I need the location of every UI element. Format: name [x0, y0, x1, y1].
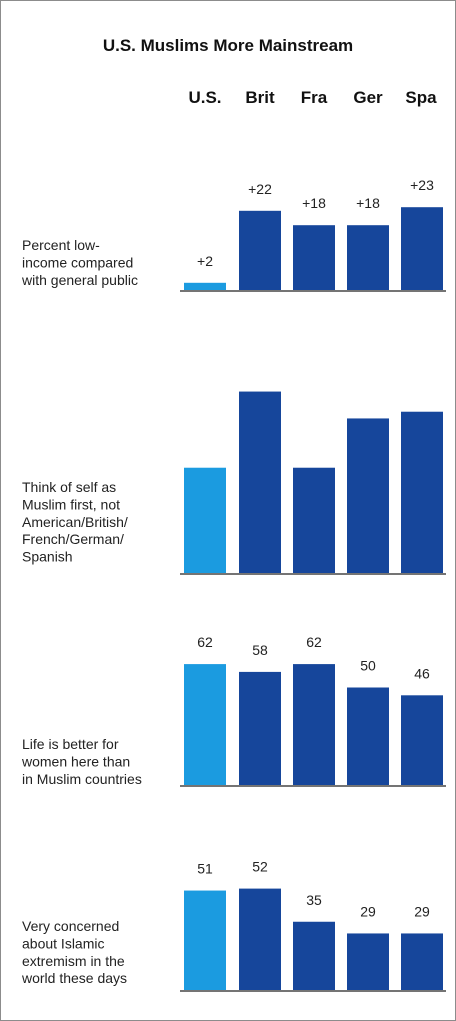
bar-us [184, 664, 226, 785]
bar-us [184, 890, 226, 990]
panel-label: Life is better for women here than in Musl… [21, 736, 142, 787]
panel-label-line: income compared [22, 254, 133, 270]
panel-1: Percent low-income compared with general … [21, 177, 446, 292]
panel-2: Think of self as Muslim first, not America… [22, 391, 446, 575]
panel-label: Very concerned about Islamic extremism in … [21, 918, 127, 986]
bar-spa [401, 411, 443, 573]
panel-label: Think of self as Muslim first, not America… [22, 479, 128, 565]
bar-value-label: +22 [248, 181, 272, 197]
panel-label-line: Spanish [22, 549, 73, 565]
bar-us [184, 282, 226, 290]
country-header-ger: Ger [353, 88, 383, 107]
chart-title: U.S. Muslims More Mainstream [102, 36, 354, 55]
bar-value-label: 35 [306, 892, 322, 908]
bar-value-label: 51 [197, 861, 213, 877]
bar-value-label: 29 [414, 903, 430, 919]
bar-value-label: +23 [410, 177, 434, 193]
bar-value-label: +2 [197, 253, 213, 269]
bar-value-label: 58 [252, 642, 268, 658]
bar-value-label: 50 [360, 658, 376, 674]
panel-label-line: Percent low- [22, 237, 100, 253]
panel-label-line: French/German/ [22, 531, 124, 547]
bar-brit [239, 888, 281, 990]
bar-brit [239, 391, 281, 573]
panel-label-line: world these days [21, 970, 127, 986]
country-header-spa: Spa [405, 88, 437, 107]
bar-value-label: +18 [356, 195, 380, 211]
panel-label-line: American/British/ [22, 514, 128, 530]
bar-ger [347, 687, 389, 785]
panel-4: Very concerned about Islamic extremism in … [21, 859, 446, 992]
panel-label-line: women here than [21, 753, 130, 769]
panel-label-line: with general public [21, 272, 138, 288]
panel-3: Life is better for women here than in Musl… [21, 634, 446, 787]
panel-label: Percent low-income compared with general … [21, 237, 138, 288]
panel-label-line: Life is better for [22, 736, 119, 752]
bar-value-label: 52 [252, 859, 268, 875]
bar-value-label: +18 [302, 195, 326, 211]
panel-label-line: Muslim first, not [22, 496, 120, 512]
bar-ger [347, 933, 389, 990]
bar-spa [401, 207, 443, 290]
bar-fra [293, 664, 335, 785]
bar-ger [347, 225, 389, 290]
bar-spa [401, 933, 443, 990]
bar-brit [239, 210, 281, 290]
bar-us [184, 467, 226, 573]
bar-value-label: 62 [197, 634, 213, 650]
country-header-brit: Brit [245, 88, 275, 107]
bar-value-label: 46 [414, 665, 430, 681]
bar-fra [293, 467, 335, 573]
bar-fra [293, 225, 335, 290]
panel-label-line: Think of self as [22, 479, 116, 495]
bar-ger [347, 418, 389, 573]
bar-spa [401, 695, 443, 785]
country-headers: U.S. Brit Fra Ger Spa [0, 88, 456, 110]
country-header-us: U.S. [188, 88, 222, 107]
country-header-fra: Fra [300, 88, 328, 107]
panel-label-line: Very concerned [22, 918, 119, 934]
panel-label-line: about Islamic [22, 935, 104, 951]
panel-label-line: extremism in the [22, 953, 125, 969]
bar-value-label: 29 [360, 903, 376, 919]
bar-brit [239, 671, 281, 785]
bar-fra [293, 921, 335, 990]
panel-label-line: in Muslim countries [22, 771, 142, 787]
bar-value-label: 62 [306, 634, 322, 650]
